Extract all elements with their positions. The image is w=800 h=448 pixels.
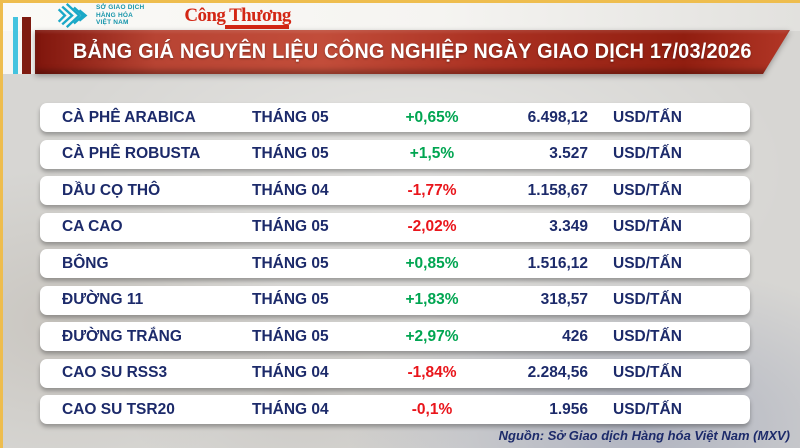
price-change: -2,02%: [407, 218, 457, 235]
price-change: +1,5%: [409, 145, 455, 162]
price-change: +2,97%: [405, 327, 459, 345]
commodity-name: CÀ PHÊ ROBUSTA: [62, 145, 201, 162]
commodity-name: CÀ PHÊ ARABICA: [62, 108, 196, 126]
title-banner-wrap: BẢNG GIÁ NGUYÊN LIỆU CÔNG NGHIỆP NGÀY GI…: [35, 30, 790, 74]
price-change: +1,83%: [405, 291, 459, 308]
maroon-stripe-decoration: [22, 17, 31, 74]
price-value: 3.527: [549, 145, 588, 162]
price-unit: USD/TẤN: [613, 145, 682, 162]
price-change: +0,65%: [405, 108, 459, 126]
price-value: 6.498,12: [527, 108, 588, 126]
price-change: -0,1%: [411, 400, 453, 418]
table-row: ĐƯỜNG 11 THÁNG 05 +1,83% 318,57 USD/TẤN: [40, 285, 750, 315]
title-banner: BẢNG GIÁ NGUYÊN LIỆU CÔNG NGHIỆP NGÀY GI…: [35, 30, 790, 74]
price-table: CÀ PHÊ ARABICA THÁNG 05 +0,65% 6.498,12 …: [40, 103, 750, 424]
contract-month: THÁNG 05: [252, 145, 329, 162]
mxv-logo-text: SỞ GIAO DỊCH HÀNG HÓA VIỆT NAM: [96, 3, 145, 27]
price-value: 2.284,56: [527, 364, 588, 381]
table-row: CÀ PHÊ ROBUSTA THÁNG 05 +1,5% 3.527 USD/…: [40, 139, 750, 169]
commodity-name: CA CAO: [62, 218, 123, 235]
contract-month: THÁNG 05: [252, 218, 329, 235]
table-row: BÔNG THÁNG 05 +0,85% 1.516,12 USD/TẤN: [40, 249, 750, 278]
contract-month: THÁNG 04: [252, 181, 329, 199]
commodity-name: ĐƯỜNG TRẮNG: [62, 327, 182, 345]
price-unit: USD/TẤN: [613, 327, 682, 345]
commodity-name: BÔNG: [62, 254, 109, 272]
price-unit: USD/TẤN: [613, 181, 682, 199]
price-change: +0,85%: [405, 254, 459, 272]
commodity-name: CAO SU RSS3: [62, 364, 168, 381]
congthuong-logo: Công Thương: [184, 5, 291, 29]
contract-month: THÁNG 04: [252, 364, 329, 381]
table-row: CÀ PHÊ ARABICA THÁNG 05 +0,65% 6.498,12 …: [40, 103, 750, 132]
table-row: CAO SU TSR20 THÁNG 04 -0,1% 1.956 USD/TẤ…: [40, 395, 750, 424]
page-title: BẢNG GIÁ NGUYÊN LIỆU CÔNG NGHIỆP NGÀY GI…: [73, 40, 752, 63]
gold-top-border: [0, 0, 800, 3]
price-value: 1.516,12: [527, 254, 588, 272]
table-row: DẦU CỌ THÔ THÁNG 04 -1,77% 1.158,67 USD/…: [40, 176, 750, 205]
commodity-name: ĐƯỜNG 11: [62, 291, 144, 308]
source-note: Nguồn: Sở Giao dịch Hàng hóa Việt Nam (M…: [498, 428, 790, 443]
table-row: CAO SU RSS3 THÁNG 04 -1,84% 2.284,56 USD…: [40, 358, 750, 388]
congthuong-wordmark: Công Thương: [184, 5, 291, 26]
price-unit: USD/TẤN: [613, 108, 682, 126]
cyan-stripe-decoration: [13, 17, 18, 74]
table-row: ĐƯỜNG TRẮNG THÁNG 05 +2,97% 426 USD/TẤN: [40, 322, 750, 351]
header-bar: SỞ GIAO DỊCH HÀNG HÓA VIỆT NAM Công Thươ…: [0, 0, 800, 31]
commodity-name: CAO SU TSR20: [62, 400, 175, 418]
price-value: 426: [562, 327, 588, 345]
commodity-name: DẦU CỌ THÔ: [62, 181, 161, 199]
contract-month: THÁNG 05: [252, 327, 329, 345]
gold-left-border: [0, 0, 3, 448]
mxv-logo: SỞ GIAO DỊCH HÀNG HÓA VIỆT NAM: [55, 2, 144, 29]
price-unit: USD/TẤN: [613, 254, 682, 272]
price-unit: USD/TẤN: [613, 291, 682, 308]
contract-month: THÁNG 04: [252, 400, 329, 418]
contract-month: THÁNG 05: [252, 108, 329, 126]
price-unit: USD/TẤN: [613, 364, 682, 381]
price-value: 318,57: [540, 291, 588, 308]
price-value: 1.158,67: [527, 181, 588, 199]
contract-month: THÁNG 05: [252, 254, 329, 272]
table-row: CA CAO THÁNG 05 -2,02% 3.349 USD/TẤN: [40, 212, 750, 242]
price-change: -1,84%: [407, 364, 457, 381]
price-value: 3.349: [549, 218, 588, 235]
price-change: -1,77%: [407, 181, 457, 199]
congthuong-tagline-bar: [224, 25, 289, 29]
contract-month: THÁNG 05: [252, 291, 329, 308]
mxv-diamond-icon: [57, 3, 88, 28]
price-unit: USD/TẤN: [613, 218, 682, 235]
price-unit: USD/TẤN: [613, 400, 682, 418]
price-value: 1.956: [549, 400, 588, 418]
